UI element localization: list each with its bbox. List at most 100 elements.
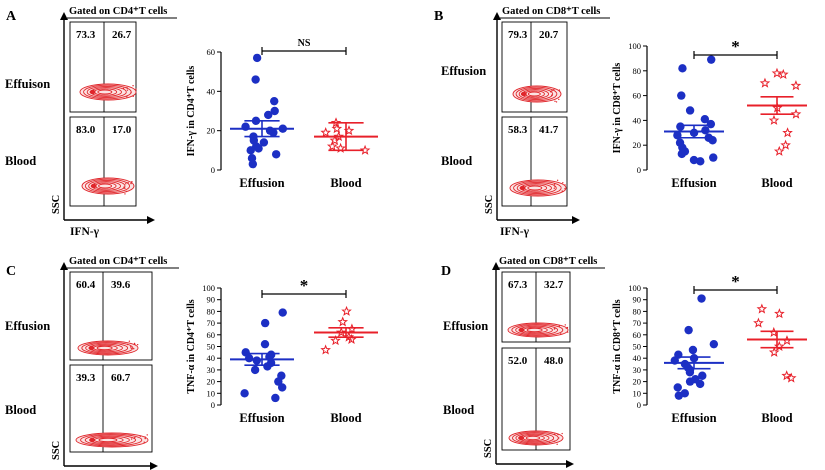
contour-dot — [129, 346, 132, 348]
ssc-axis-arrow — [493, 12, 501, 20]
contour-ring — [98, 183, 113, 189]
gate-label: Gated on CD4⁺T cells — [69, 6, 167, 17]
contour-dot — [124, 193, 126, 195]
data-point-blood — [773, 145, 785, 156]
y-axis-label: IFN-γ in CD4⁺T cells — [186, 66, 197, 157]
contour-dot — [565, 327, 568, 329]
contour-ring — [84, 178, 130, 194]
contour-dot — [549, 441, 551, 444]
contour-dot — [144, 437, 146, 440]
y-tick-label: 10 — [633, 388, 642, 398]
row-label: Blood — [5, 154, 36, 168]
data-point-blood — [759, 77, 771, 88]
data-point-effusion — [250, 365, 260, 375]
data-point-effusion — [700, 114, 710, 124]
x-category-label: Effusion — [239, 176, 284, 190]
y-tick-label: 30 — [633, 365, 642, 375]
quadrant-left-value: 39.3 — [76, 372, 96, 384]
y-tick-label: 70 — [207, 318, 216, 328]
contour-dot — [555, 101, 558, 103]
data-point-blood — [335, 326, 347, 337]
contour-dot — [549, 91, 552, 93]
marker-axis-arrow — [147, 216, 155, 224]
quadrant-right-value: 32.7 — [544, 279, 564, 291]
contour-dot — [133, 347, 135, 350]
contour-dot — [566, 326, 569, 329]
contour-ring — [526, 327, 543, 333]
data-point-effusion — [676, 122, 685, 131]
data-point-effusion — [685, 368, 695, 377]
data-point-blood — [753, 317, 764, 328]
quadrant-left-value: 67.3 — [508, 279, 528, 291]
contour-dot — [146, 434, 148, 436]
contour-ring — [84, 434, 137, 446]
contour-dot — [564, 184, 566, 186]
x-category-label: Blood — [330, 411, 361, 425]
contour-ring — [98, 437, 118, 443]
contour-dot — [132, 85, 134, 87]
y-tick-label: 60 — [207, 330, 216, 340]
contour-dot — [130, 438, 133, 440]
contour-dot — [126, 89, 129, 91]
y-tick-label: 80 — [633, 66, 642, 76]
y-axis-label: TNF-α in CD4⁺T cells — [186, 299, 197, 393]
gate-label: Gated on CD4⁺T cells — [69, 256, 167, 267]
contour-dot — [130, 347, 133, 349]
y-tick-label: 10 — [207, 388, 216, 398]
data-point-effusion — [701, 126, 710, 135]
ssc-axis-label: SSC — [484, 195, 495, 214]
data-point-blood — [777, 68, 789, 80]
panel-b: B Gated on CD8⁺T cells SSC IFN-γ 79.3 20.7 Eff… — [434, 6, 807, 238]
data-point-effusion — [674, 391, 684, 400]
contour-ring — [527, 91, 541, 97]
contour-dot — [134, 343, 136, 345]
data-point-blood — [785, 372, 797, 383]
marker-axis-label: IFN-γ — [500, 226, 530, 238]
y-tick-label: 100 — [628, 41, 641, 51]
row-label: Effusion — [5, 319, 50, 333]
x-category-label: Effusion — [239, 411, 284, 425]
row-label: Effusion — [441, 64, 486, 78]
contour-dot — [558, 98, 560, 101]
data-point-effusion — [684, 325, 693, 335]
row-label: Blood — [441, 154, 472, 168]
significance-label: * — [731, 37, 740, 56]
data-point-blood — [359, 144, 371, 155]
data-point-effusion — [278, 308, 287, 317]
contour-dot — [553, 89, 555, 91]
quadrant-right-value: 48.0 — [544, 355, 564, 367]
ssc-axis-label: SSC — [51, 195, 62, 214]
contour-core — [518, 435, 525, 441]
quadrant-right-value: 39.6 — [111, 279, 131, 291]
data-point-blood — [330, 117, 342, 128]
contour-ring — [88, 179, 126, 193]
contour-dot — [554, 100, 556, 102]
panel-letter: B — [434, 9, 443, 24]
y-axis-label: TNF-α in CD8⁺T cells — [612, 299, 623, 393]
data-point-blood — [774, 308, 785, 319]
contour-ring — [527, 185, 543, 191]
contour-dot — [552, 439, 554, 441]
y-tick-label: 60 — [633, 91, 642, 101]
data-point-blood — [790, 108, 802, 119]
contour-ring — [96, 345, 113, 351]
quadrant-right-value: 20.7 — [539, 29, 559, 41]
significance-label: * — [731, 272, 740, 291]
contour-ring — [525, 435, 541, 441]
contour-dot — [551, 90, 553, 92]
contour-dot — [125, 190, 128, 193]
contour-dot — [126, 343, 129, 346]
data-point-effusion — [264, 110, 273, 120]
marker-axis-arrow — [566, 460, 574, 468]
y-tick-label: 50 — [633, 342, 642, 352]
y-tick-label: 30 — [207, 365, 216, 375]
y-tick-label: 20 — [207, 126, 216, 136]
quadrant-left-value: 60.4 — [76, 279, 96, 291]
data-point-effusion — [260, 318, 270, 328]
x-category-label: Effusion — [671, 411, 716, 425]
data-point-effusion — [698, 371, 707, 380]
data-point-effusion — [246, 146, 255, 155]
quadrant-left-value: 83.0 — [76, 124, 96, 136]
contour-dot — [559, 333, 562, 335]
